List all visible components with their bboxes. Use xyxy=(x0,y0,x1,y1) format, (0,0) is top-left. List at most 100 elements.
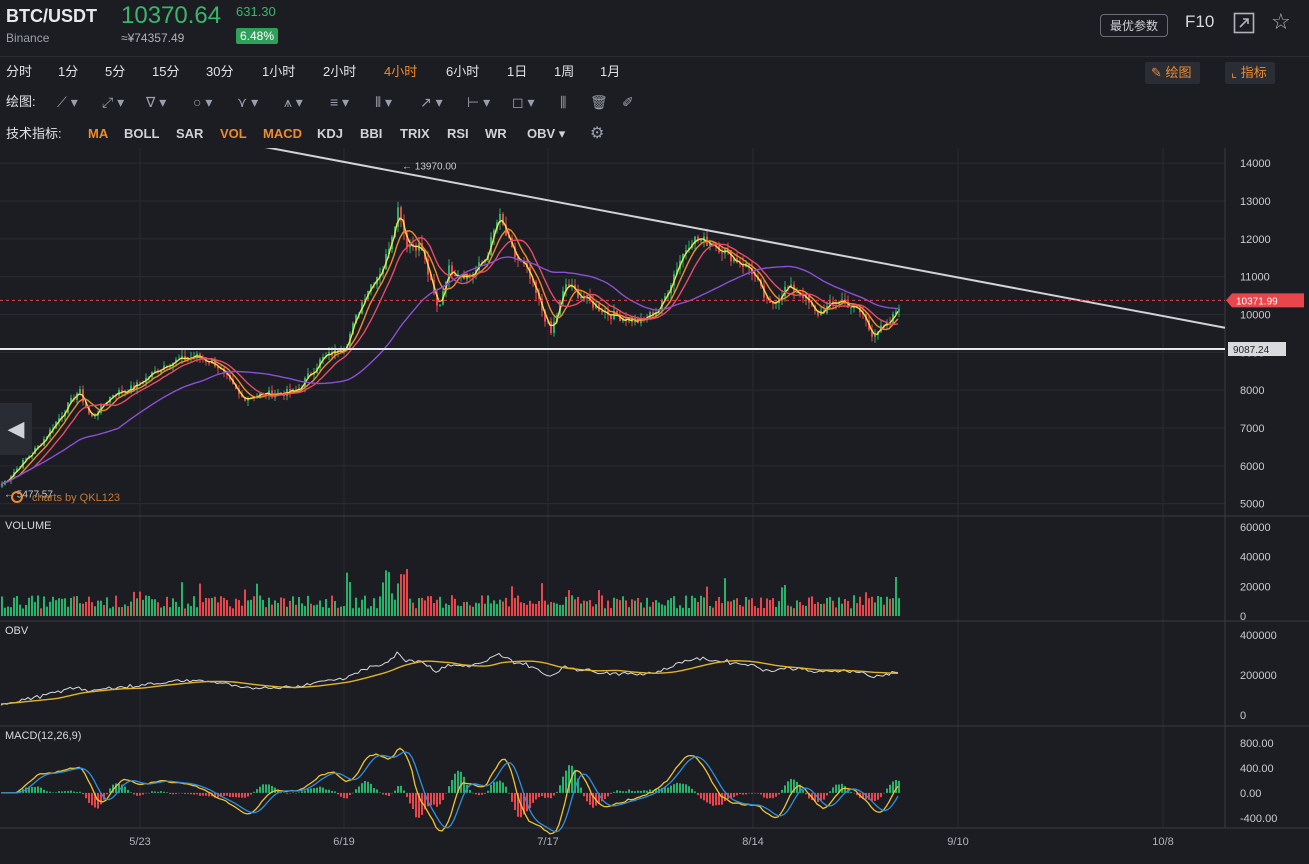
line-tool-icon[interactable]: ⟋ ▾ xyxy=(57,94,78,110)
fullscreen-icon[interactable] xyxy=(1233,12,1255,34)
volume-bar xyxy=(139,591,141,616)
obv-tick-1: 200000 xyxy=(1240,670,1277,682)
f10-button[interactable]: F10 xyxy=(1185,12,1215,31)
trash-icon[interactable]: 🗑 xyxy=(590,94,608,110)
macd-bar xyxy=(130,792,132,793)
indicator-obv[interactable]: OBV ▾ xyxy=(527,126,566,141)
timeframe-0[interactable]: 分时 xyxy=(6,64,33,79)
indicator-kdj[interactable]: KDJ xyxy=(317,126,344,141)
gann-tool-icon[interactable]: ⦀ ▾ xyxy=(375,94,393,110)
measure-tool-icon[interactable]: ⊢ ▾ xyxy=(467,94,491,110)
polyline-tool-icon[interactable]: ⋎ ▾ xyxy=(237,94,259,110)
timeframe-10[interactable]: 1周 xyxy=(554,64,575,79)
indicator-macd[interactable]: MACD xyxy=(263,126,302,141)
candle-body xyxy=(577,288,579,298)
macd-bar xyxy=(676,782,678,793)
indicator-rsi[interactable]: RSI xyxy=(447,126,469,141)
pencil-icon[interactable]: ✐ xyxy=(622,94,634,110)
timeframe-3[interactable]: 15分 xyxy=(152,64,180,79)
candle-body xyxy=(454,274,456,276)
channel-tool-icon[interactable]: ∇ ▾ xyxy=(146,94,167,110)
volume-bar xyxy=(820,603,822,616)
volume-bar xyxy=(262,599,264,616)
volume-bar xyxy=(712,607,714,616)
macd-bar xyxy=(427,792,429,807)
indicator-button[interactable]: ⌞ 指标 xyxy=(1225,62,1275,84)
timeframe-1[interactable]: 1分 xyxy=(58,64,79,79)
fib-tool-icon[interactable]: ≡ ▾ xyxy=(330,94,350,110)
macd-bar xyxy=(448,786,450,793)
note-tool-icon[interactable]: ◻ ▾ xyxy=(512,94,535,110)
price-chart[interactable]: 5/23 6/19 7/17 8/14 9/10 10/8 14000 13000 12000 1… xyxy=(0,148,1309,864)
low-price-label: ← 5477.57 xyxy=(4,490,53,501)
macd-bar xyxy=(712,792,714,806)
price-cny: ≈¥74357.49 xyxy=(121,31,185,45)
volume-bar xyxy=(175,601,177,616)
indicator-trix[interactable]: TRIX xyxy=(400,126,430,141)
macd-tick-3: -400.00 xyxy=(1240,813,1277,825)
price-tick-2: 12000 xyxy=(1240,234,1271,246)
arrow-tool-icon[interactable]: ↗ ▾ xyxy=(420,94,443,110)
volume-bar xyxy=(670,598,672,616)
macd-bar xyxy=(316,787,318,793)
timeframe-6[interactable]: 2小时 xyxy=(323,64,357,79)
indicator-boll[interactable]: BOLL xyxy=(124,126,160,141)
volume-bar xyxy=(769,600,771,616)
last-price-tag xyxy=(1226,293,1304,308)
indicator-ma[interactable]: MA xyxy=(88,126,109,141)
timeframe-8[interactable]: 6小时 xyxy=(446,64,480,79)
drawing-toolbar: 绘图: ⟋ ▾ ⤢ ▾ ∇ ▾ ○ ▾ ⋎ ▾ ⩚ ▾ ≡ ▾ ⦀ ▾ ↗ ▾ ⊢ ▾ ◻ ▾ ⫼ 🗑 ✐ xyxy=(0,87,700,117)
support-label-bg xyxy=(1228,342,1286,357)
timeframe-7[interactable]: 4小时 xyxy=(384,64,418,79)
volume-bar xyxy=(253,596,255,616)
macd-bar xyxy=(601,792,603,802)
macd-bar xyxy=(808,792,810,799)
symbol-name[interactable]: BTC/USDT xyxy=(6,6,97,26)
timeframe-11[interactable]: 1月 xyxy=(600,64,621,79)
pattern-tool-icon[interactable]: ⩚ ▾ xyxy=(284,94,303,110)
macd-bar xyxy=(562,776,564,793)
candle-body xyxy=(871,329,873,337)
macd-dea-line xyxy=(1,751,899,833)
volume-bar xyxy=(583,600,585,616)
gear-icon[interactable]: ⚙ xyxy=(590,125,605,142)
candle-body xyxy=(439,304,441,306)
timeframe-2[interactable]: 5分 xyxy=(105,64,126,79)
timeframe-9[interactable]: 1日 xyxy=(507,64,528,79)
draw-tool-button[interactable]: ✎ 绘图 xyxy=(1145,62,1200,84)
timeframe-5[interactable]: 1小时 xyxy=(262,64,296,79)
volume-bar xyxy=(646,597,648,616)
ray-tool-icon[interactable]: ⤢ ▾ xyxy=(102,94,125,110)
macd-bar xyxy=(805,792,807,795)
macd-bar xyxy=(40,787,42,793)
star-icon[interactable]: ☆ xyxy=(1271,9,1291,34)
price-tick-9: 5000 xyxy=(1240,499,1264,511)
volume-bar xyxy=(187,603,189,616)
volume-bar xyxy=(835,607,837,616)
volume-bar xyxy=(592,606,594,616)
obv-tick-0: 400000 xyxy=(1240,630,1277,642)
volume-bar xyxy=(559,605,561,616)
indicator-sar[interactable]: SAR xyxy=(176,126,204,141)
macd-bar xyxy=(238,792,240,798)
indicator-bbi[interactable]: BBI xyxy=(360,126,383,141)
candle-tool-icon[interactable]: ⫼ xyxy=(560,94,567,110)
macd-bar xyxy=(766,792,768,799)
volume-bar xyxy=(688,607,690,616)
volume-bar xyxy=(574,599,576,616)
volume-bar xyxy=(13,597,15,616)
indicator-wr[interactable]: WR xyxy=(485,126,507,141)
macd-bar xyxy=(442,792,444,801)
macd-title: MACD(12,26,9) xyxy=(5,730,81,742)
volume-bar xyxy=(586,601,588,616)
volume-bar xyxy=(706,586,708,616)
circle-tool-icon[interactable]: ○ ▾ xyxy=(193,94,213,110)
volume-bar xyxy=(841,603,843,616)
timeframe-4[interactable]: 30分 xyxy=(206,64,234,79)
best-params-button[interactable]: 最优参数 xyxy=(1100,14,1169,37)
candle-body xyxy=(685,250,687,254)
drawing-label: 绘图: xyxy=(6,94,36,109)
collapse-left-icon[interactable]: ◀ xyxy=(0,403,32,455)
macd-bar xyxy=(772,792,774,799)
indicator-vol[interactable]: VOL xyxy=(220,126,247,141)
